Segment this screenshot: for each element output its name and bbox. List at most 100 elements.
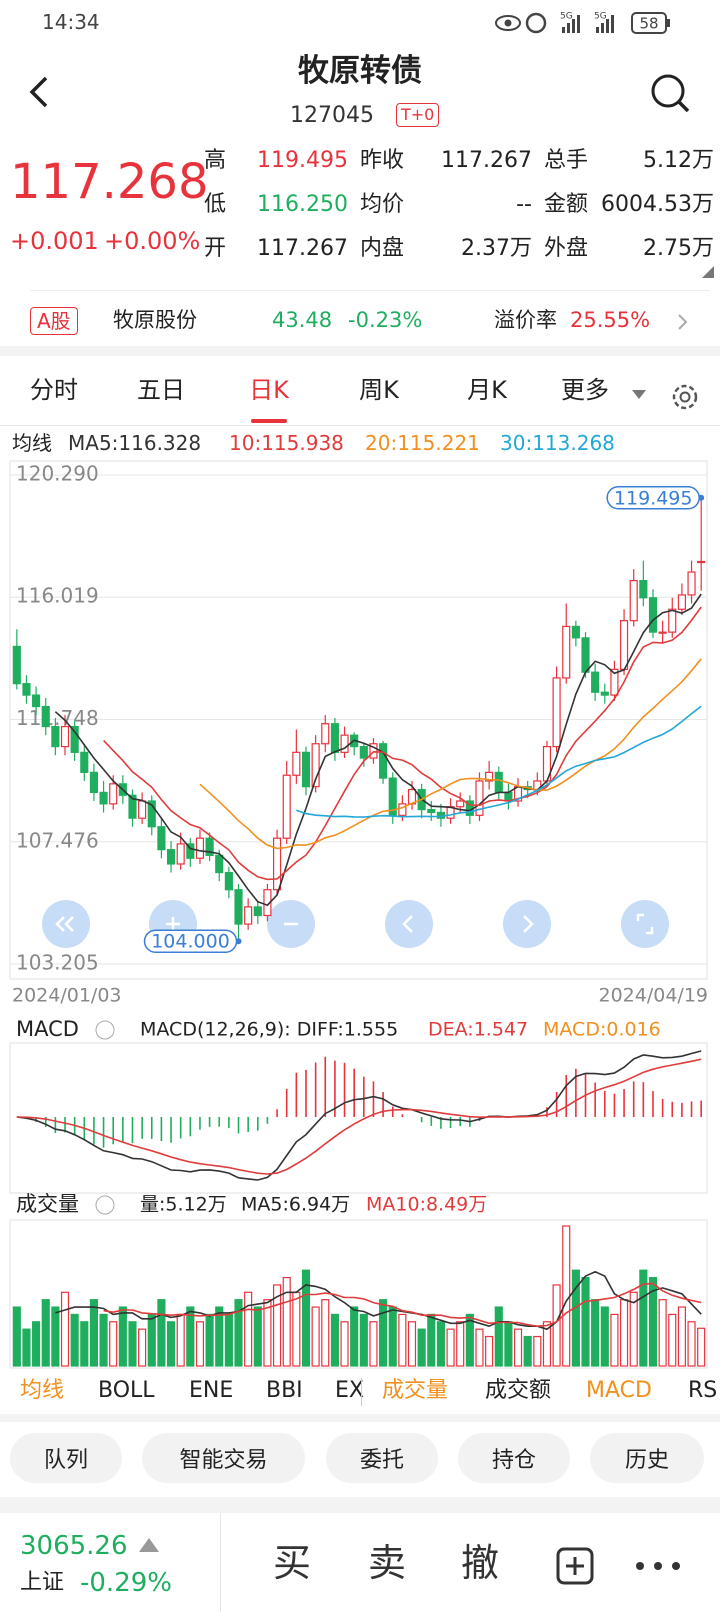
volume-bar — [619, 1299, 629, 1367]
quote-label: 总手 — [544, 148, 589, 173]
volume-bar — [215, 1306, 224, 1367]
candle-body — [687, 571, 696, 596]
more-buttons[interactable] — [555, 1546, 695, 1586]
action-button[interactable]: 智能交易 — [142, 1433, 305, 1483]
candle-body — [157, 826, 166, 851]
kline-chart: 103.205107.476111.748116.019120.290119.4… — [9, 460, 708, 1369]
indicator-tab[interactable]: ENE — [189, 1378, 234, 1403]
volume-bar — [22, 1328, 31, 1367]
title: 牧原转债 — [298, 53, 422, 89]
volume-bar — [379, 1299, 388, 1367]
indicator-tab[interactable]: 成交量 — [382, 1378, 449, 1403]
volume-bar — [677, 1306, 686, 1367]
volume-bar — [513, 1328, 523, 1367]
candle-body — [176, 843, 185, 865]
premium-value: 25.55% — [570, 308, 651, 332]
tab[interactable]: 更多 — [561, 376, 609, 404]
volume-value: 量:5.12万 — [140, 1194, 227, 1216]
candle-body — [138, 800, 147, 819]
quote-value: -- — [516, 192, 532, 217]
volume-bar — [301, 1269, 311, 1367]
panel-title: MACD — [16, 1017, 79, 1041]
volume-bar — [668, 1313, 677, 1367]
candle-body — [60, 725, 70, 748]
last-price: 117.268 — [10, 154, 209, 210]
candle-body — [475, 780, 484, 816]
candle-body — [128, 794, 137, 819]
buy-button[interactable]: 买 — [273, 1541, 312, 1585]
volume-bar — [552, 1284, 561, 1367]
volume-bar — [186, 1306, 195, 1367]
quote-value: 119.495 — [257, 148, 348, 173]
help-icon — [95, 1020, 115, 1040]
indicator-tab[interactable]: BBI — [266, 1378, 303, 1403]
volume-bar — [89, 1299, 99, 1367]
candle-body — [581, 637, 590, 673]
volume-bar — [138, 1328, 147, 1367]
tab[interactable]: 周K — [359, 376, 399, 404]
y-tick-label: 116.019 — [16, 584, 99, 608]
candle-body — [369, 743, 378, 759]
indicator-tab[interactable]: MACD — [586, 1378, 652, 1403]
quote-label: 低 — [204, 192, 227, 217]
y-tick-label: 120.290 — [16, 462, 99, 486]
action-button[interactable]: 持仓 — [458, 1433, 570, 1483]
volume-bar — [224, 1313, 233, 1367]
candle-body — [234, 889, 243, 925]
quote-label: 外盘 — [544, 236, 589, 261]
tab[interactable]: 日K — [249, 376, 289, 404]
indicator-tab[interactable]: 成交额 — [485, 1378, 552, 1403]
volume-bar — [456, 1321, 465, 1367]
macd-value: MACD:0.016 — [543, 1019, 661, 1041]
indicator-tab[interactable]: EX — [335, 1378, 364, 1403]
action-button[interactable]: 队列 — [10, 1433, 122, 1483]
volume-bar — [60, 1291, 70, 1367]
tab-tools[interactable] — [628, 382, 708, 412]
volume-bar — [697, 1327, 706, 1367]
cancel-button[interactable]: 撤 — [461, 1541, 500, 1585]
volume-bar — [359, 1313, 368, 1367]
candle-body — [99, 791, 108, 805]
volume-bar — [41, 1299, 50, 1367]
volume-bar — [51, 1306, 60, 1367]
extreme-label: 119.495 — [614, 487, 693, 509]
date-label: 2024/01/03 — [12, 985, 122, 1007]
macd-params: MACD(12,26,9): DIFF:1.555 — [140, 1019, 398, 1041]
candle-body — [195, 837, 205, 859]
indicator-tab[interactable]: 均线 — [20, 1378, 65, 1403]
back-button[interactable] — [24, 74, 54, 110]
index-change: -0.29% — [80, 1568, 172, 1598]
volume-bar — [542, 1321, 552, 1367]
quote-label: 金额 — [544, 192, 589, 217]
candle-body — [658, 631, 667, 634]
volume-bar — [340, 1321, 349, 1367]
volume-bar — [571, 1269, 580, 1367]
action-button[interactable]: 委托 — [326, 1433, 438, 1483]
search-button[interactable] — [648, 72, 692, 116]
volume-bar — [292, 1291, 301, 1367]
tab[interactable]: 月K — [467, 376, 507, 404]
stock-name[interactable]: 牧原股份 — [113, 308, 197, 332]
candle-body — [224, 871, 233, 891]
volume-bar — [446, 1328, 455, 1367]
volume-ma5: MA5:6.94万 — [241, 1194, 350, 1216]
candle-body — [205, 837, 214, 856]
volume-bar — [629, 1291, 638, 1367]
action-button[interactable]: 历史 — [590, 1433, 704, 1483]
y-tick-label: 103.205 — [16, 951, 99, 975]
tab[interactable]: 五日 — [137, 376, 185, 404]
tab[interactable]: 分时 — [30, 376, 78, 404]
change: +0.001 — [10, 227, 99, 255]
chart-nav[interactable] — [42, 900, 669, 948]
candle-body — [591, 671, 600, 693]
code: 127045 — [290, 103, 374, 128]
indicator-tab[interactable]: BOLL — [98, 1378, 155, 1403]
volume-bar — [562, 1225, 571, 1367]
quote-value: 117.267 — [257, 236, 348, 261]
ma-legend: 20:115.221 — [365, 431, 480, 455]
candle-body — [80, 751, 89, 773]
indicator-tab[interactable]: RS — [688, 1378, 718, 1403]
change-pct: +0.00% — [104, 227, 201, 255]
volume-bar — [80, 1321, 89, 1367]
sell-button[interactable]: 卖 — [368, 1541, 407, 1585]
